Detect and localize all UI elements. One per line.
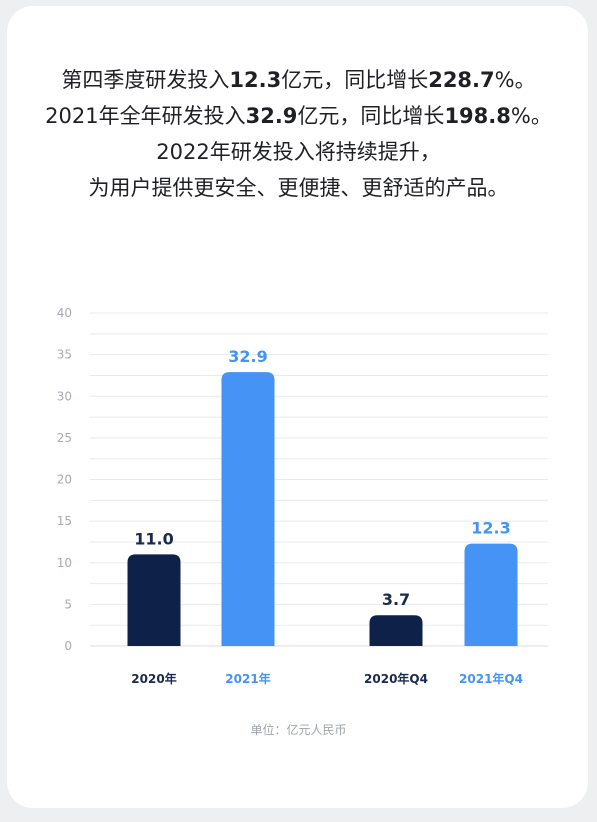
headline-text: 第四季度研发投入 — [61, 68, 230, 92]
data-label: 3.7 — [382, 590, 410, 609]
headline-text: 亿元，同比增长 — [281, 68, 429, 92]
y-tick-label: 0 — [64, 639, 72, 653]
headline-text: %。 — [510, 104, 552, 128]
headline-line-3: 2022年研发投入将持续提升， — [156, 140, 441, 164]
headline-line-1: 第四季度研发投入12.3亿元，同比增长228.7%。 — [0, 62, 597, 98]
x-category-label: 2021年 — [225, 671, 270, 686]
headline-text: 亿元，同比增长 — [297, 104, 445, 128]
y-tick-label: 15 — [57, 514, 72, 528]
y-tick-label: 25 — [57, 431, 72, 445]
y-tick-label: 30 — [57, 389, 72, 403]
headline: 第四季度研发投入12.3亿元，同比增长228.7%。 2021年全年研发投入32… — [0, 62, 597, 206]
headline-value: 12.3 — [229, 68, 282, 92]
y-tick-label: 40 — [57, 306, 72, 320]
headline-line-2: 2021年全年研发投入32.9亿元，同比增长198.8%。 — [0, 98, 597, 134]
y-tick-label: 5 — [64, 597, 72, 611]
headline-value: 198.8 — [444, 104, 511, 128]
card — [7, 6, 588, 808]
x-category-label: 2020年Q4 — [364, 671, 428, 686]
y-tick-label: 35 — [57, 348, 72, 362]
data-label: 12.3 — [471, 519, 510, 538]
y-tick-label: 10 — [57, 556, 72, 570]
headline-value: 228.7 — [428, 68, 495, 92]
x-category-label: 2021年Q4 — [459, 671, 523, 686]
bar-4 — [464, 543, 518, 646]
y-tick-label: 20 — [57, 473, 72, 487]
bar-1 — [127, 554, 181, 646]
headline-value: 32.9 — [245, 104, 298, 128]
data-label: 11.0 — [134, 529, 173, 548]
headline-text: %。 — [494, 68, 536, 92]
headline-text: 2021年全年研发投入 — [45, 104, 246, 128]
bar-2 — [221, 372, 275, 646]
bar-3 — [369, 615, 423, 646]
headline-line-4: 为用户提供更安全、更便捷、更舒适的产品。 — [88, 176, 509, 200]
x-category-label: 2020年 — [131, 671, 176, 686]
data-label: 32.9 — [228, 347, 267, 366]
unit-note: 单位：亿元人民币 — [250, 723, 347, 737]
